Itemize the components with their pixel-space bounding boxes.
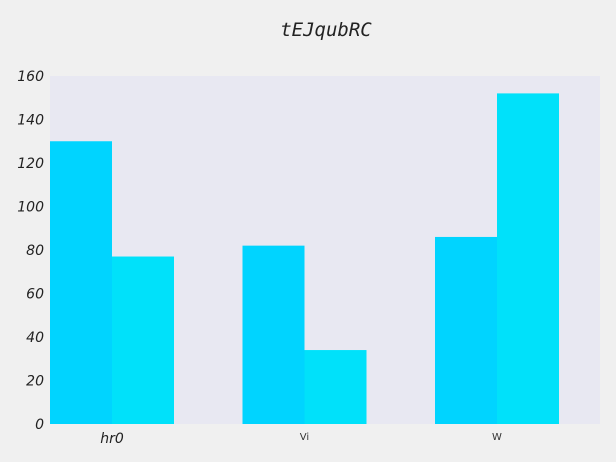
bar — [304, 350, 367, 424]
bar — [50, 141, 112, 424]
y-tick-label: 0 — [35, 417, 44, 433]
x-tick-label: Vi — [300, 432, 309, 443]
y-tick-label: 120 — [17, 156, 44, 172]
bar — [497, 93, 559, 425]
bars — [50, 93, 559, 425]
bar — [435, 236, 497, 424]
y-tick-label: 100 — [17, 200, 44, 216]
bar — [112, 256, 174, 424]
x-tick-label: W — [492, 432, 502, 443]
y-axis-ticks: 0 20 40 60 80 100 120 140 160 — [17, 69, 44, 433]
x-tick-label: hr0 — [100, 431, 124, 447]
y-tick-label: 40 — [26, 330, 44, 346]
y-tick-label: 60 — [26, 287, 44, 303]
y-tick-label: 140 — [17, 113, 44, 129]
chart-title: tEJqubRC — [280, 19, 372, 41]
y-tick-label: 20 — [26, 374, 44, 390]
y-tick-label: 160 — [17, 69, 44, 85]
x-axis-ticks: hr0 Vi W — [100, 431, 502, 447]
bar — [242, 245, 305, 424]
y-tick-label: 80 — [26, 243, 44, 259]
